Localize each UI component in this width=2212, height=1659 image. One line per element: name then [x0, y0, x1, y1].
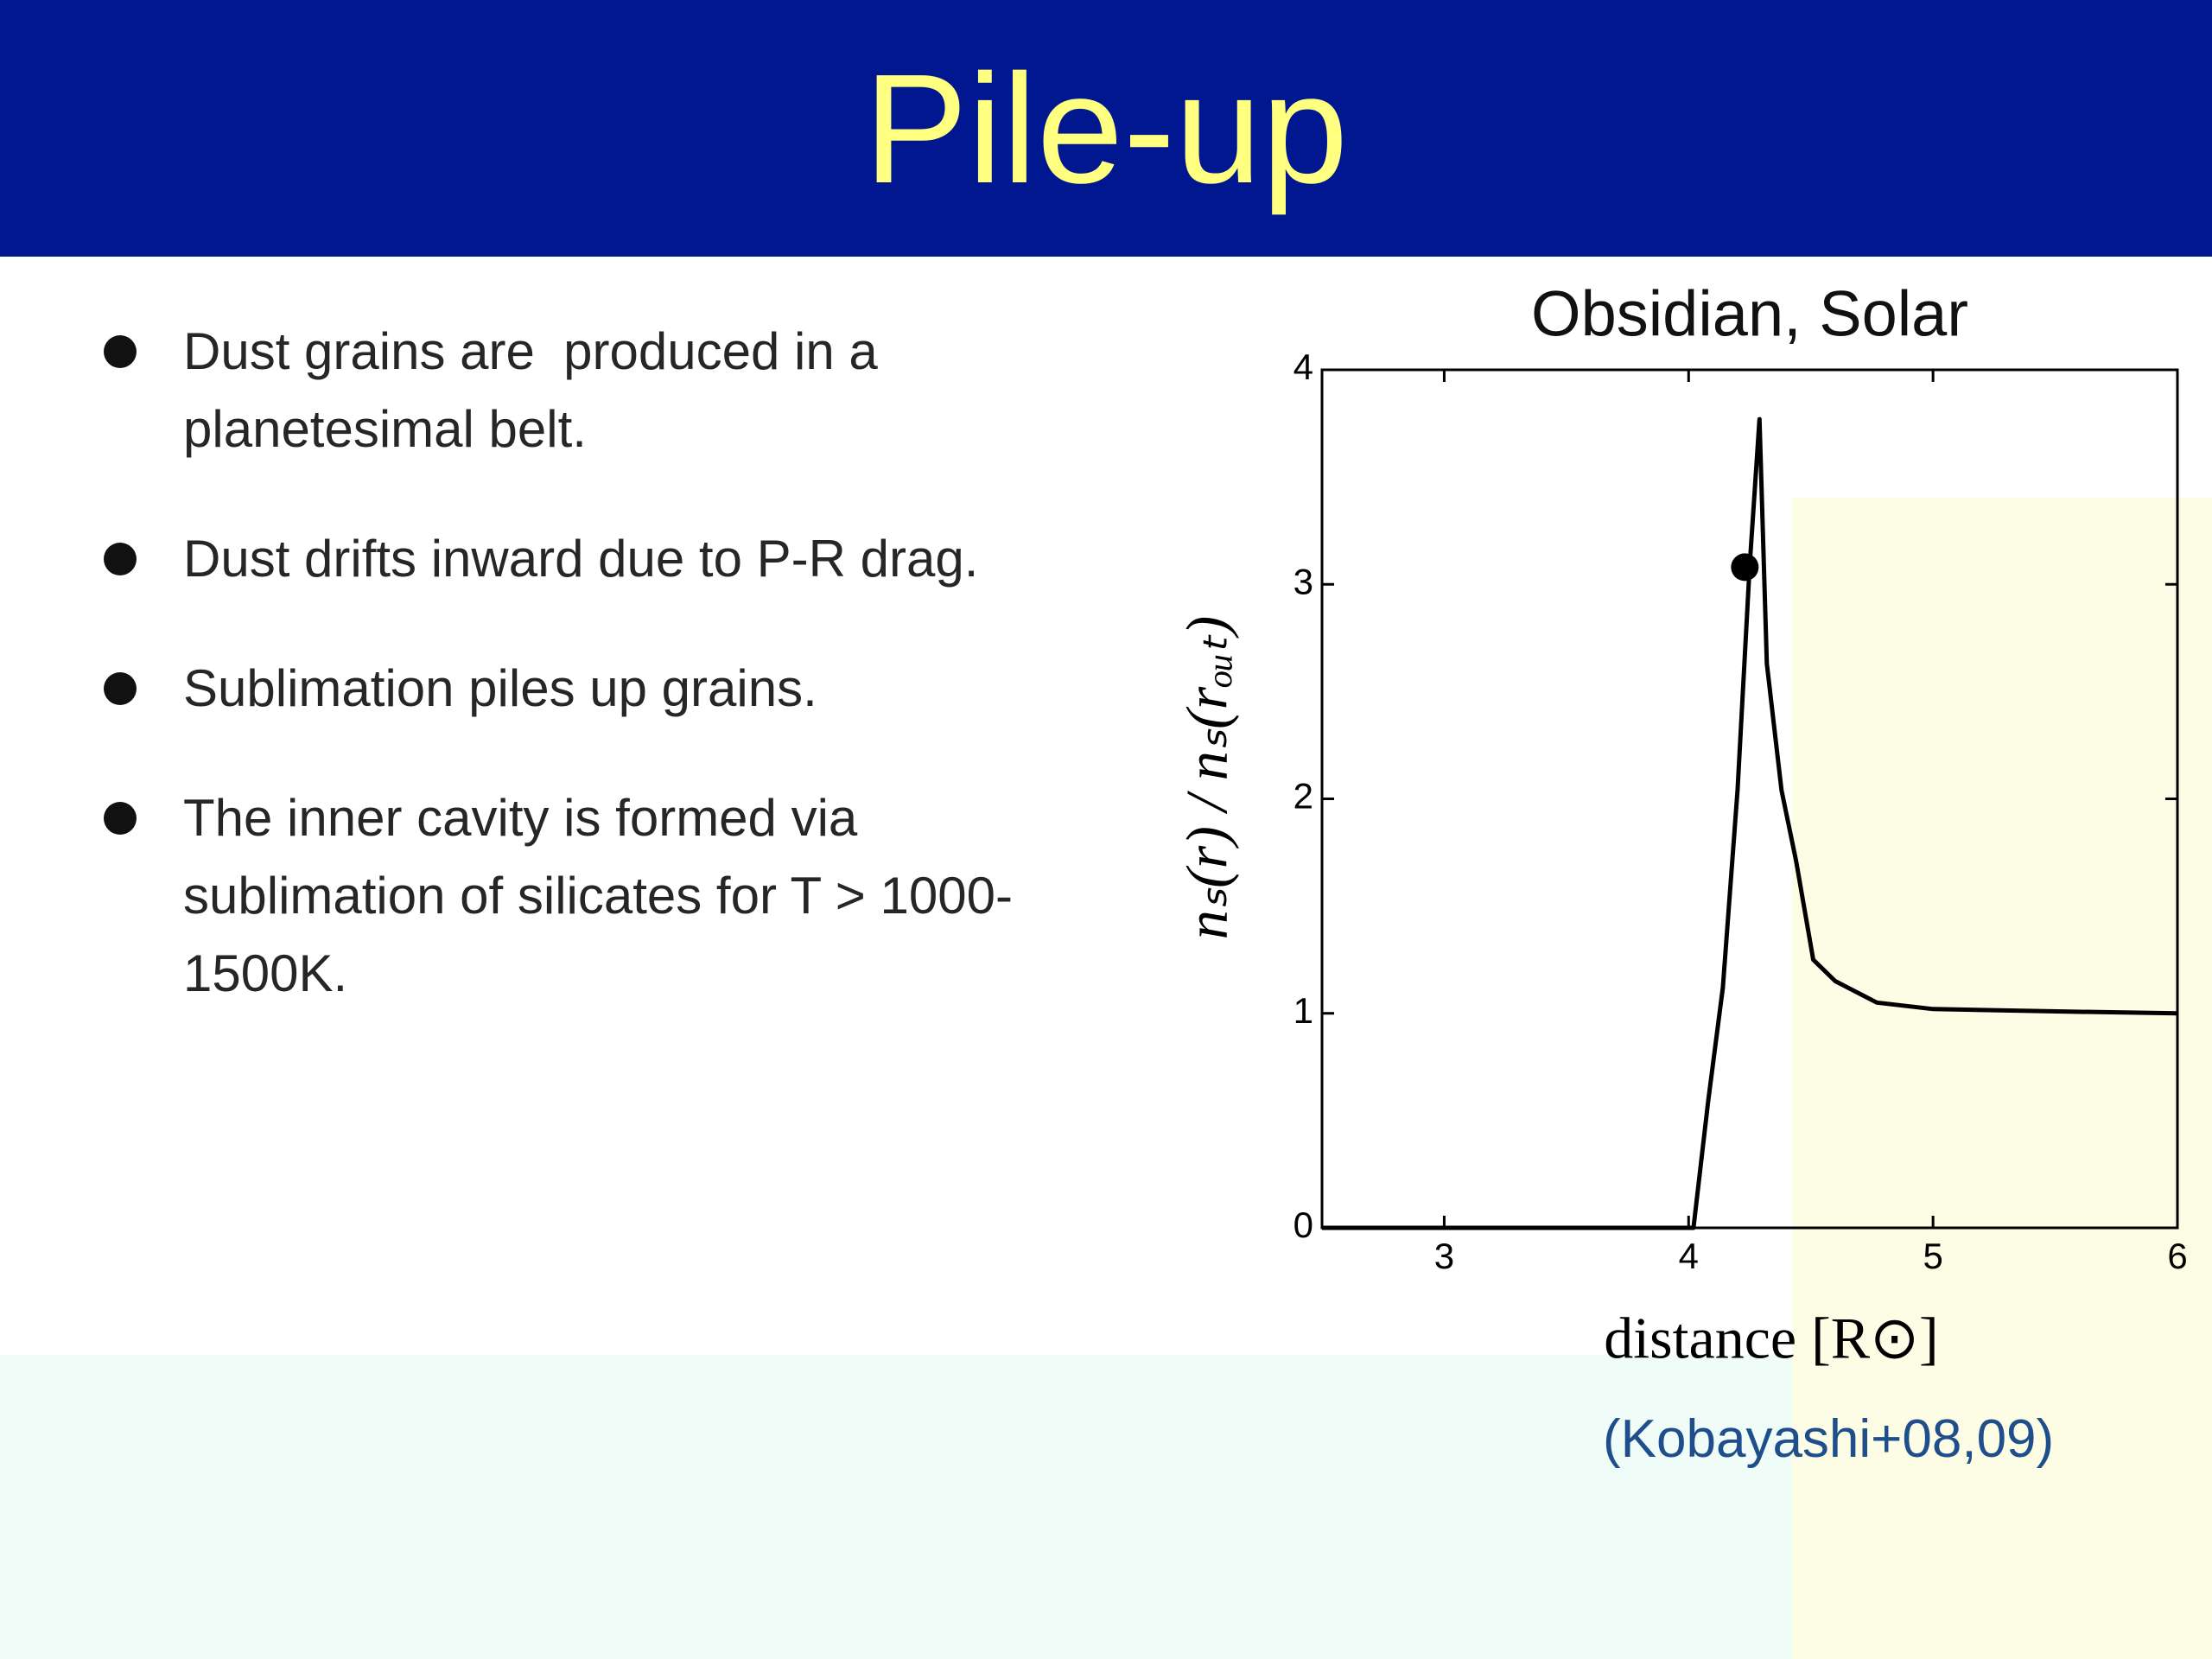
- chart-title: Obsidian, Solar: [1531, 278, 1968, 350]
- data-line: [1322, 416, 2178, 1230]
- y-tick-label: 4: [1294, 346, 1313, 387]
- bullet-list: Dust grains are produced in a planetesima…: [104, 313, 1013, 1065]
- x-tick-label: 3: [1434, 1236, 1454, 1276]
- y-tick-label: 2: [1294, 776, 1313, 817]
- y-tick-label: 0: [1294, 1205, 1313, 1245]
- citation: (Kobayashi+08,09): [1603, 1409, 2055, 1469]
- y-tick-label: 1: [1294, 990, 1313, 1031]
- x-tick-label: 4: [1679, 1236, 1699, 1276]
- bullet-text: 1500K.: [183, 944, 348, 1002]
- y-axis-label: nₛ(r) / nₛ(rₒᵤₜ): [1174, 616, 1240, 940]
- bullet: The inner cavity is formed via sublimatio…: [104, 779, 1013, 1013]
- bullet: Dust drifts inward due to P-R drag.: [104, 520, 1013, 598]
- bullet-dot: [104, 802, 137, 835]
- slide-title: Pile-up: [863, 42, 1349, 216]
- bullet-text: The inner cavity is formed via: [183, 789, 858, 847]
- x-tick-label: 6: [2167, 1236, 2187, 1276]
- background-block: [1792, 498, 2212, 1659]
- bullet: Dust grains are produced in a planetesima…: [104, 313, 1013, 468]
- bullet-dot: [104, 335, 137, 368]
- bullet: Sublimation piles up grains.: [104, 650, 1013, 728]
- plot-frame: [1320, 368, 2179, 1230]
- bullet-text: planetesimal belt.: [183, 400, 587, 458]
- x-axis-label: distance [R⊙]: [1604, 1306, 1938, 1371]
- header-band: Pile-up: [0, 0, 2212, 257]
- data-point: [1731, 553, 1759, 582]
- x-tick-label: 5: [1923, 1236, 1942, 1276]
- bullet-dot: [104, 543, 137, 575]
- bullet-text: Dust grains are produced in a: [183, 322, 878, 380]
- bullet-text: sublimation of silicates for T > 1000-: [183, 867, 1013, 925]
- y-tick-label: 3: [1294, 561, 1313, 601]
- bullet-text: Sublimation piles up grains.: [183, 659, 817, 717]
- bullet-text: Dust drifts inward due to P-R drag.: [183, 530, 979, 588]
- bullet-dot: [104, 672, 137, 705]
